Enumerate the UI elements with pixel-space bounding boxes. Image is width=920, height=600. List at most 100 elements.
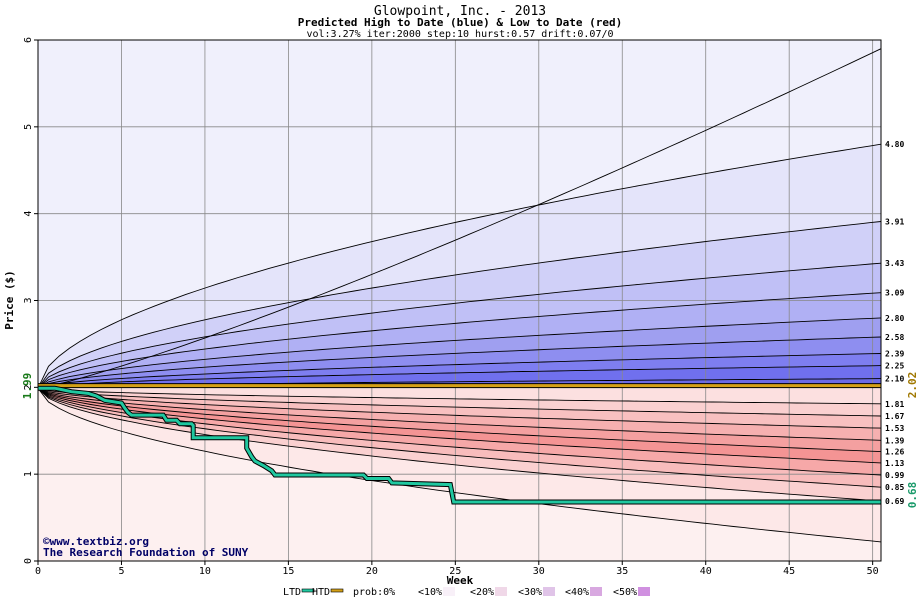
high-quantile-curve-2 <box>38 221 881 389</box>
end-label: 2.58 <box>885 333 904 342</box>
end-label: 4.80 <box>885 140 904 149</box>
low-quantile-curve-0 <box>38 387 881 405</box>
legend-label-1: HTD <box>312 587 330 598</box>
end-label: 1.26 <box>885 448 904 457</box>
legend-label-7: <50% <box>613 587 637 598</box>
high-quantile-curve-1 <box>38 143 881 389</box>
legend-label-3: <10% <box>418 587 442 598</box>
low-quantile-curve-4 <box>38 387 881 453</box>
legend-swatch-6 <box>590 587 602 596</box>
x-tick-label: 0 <box>35 566 41 577</box>
end-label: 1.13 <box>885 459 904 468</box>
grid-lines <box>37 39 881 562</box>
low-quantile-curve-8 <box>38 387 881 502</box>
chart-subtitle: Predicted High to Date (blue) & Low to D… <box>298 16 623 29</box>
y-tick-label: 5 <box>23 124 34 130</box>
band-high-1 <box>38 144 881 389</box>
band-low-5 <box>38 388 881 463</box>
band-low-1 <box>38 388 881 416</box>
end-label: 1.39 <box>885 436 904 445</box>
band-low-6 <box>38 388 881 475</box>
band-high-8 <box>38 365 881 389</box>
band-high-6 <box>38 337 881 389</box>
end-label: 1.81 <box>885 400 904 409</box>
ltd-final-label: 0.68 <box>906 482 919 509</box>
copyright-symbol: © <box>43 535 50 548</box>
x-tick-label: 15 <box>282 566 294 577</box>
high-quantile-curve-7 <box>38 353 881 389</box>
y-tick-label: 6 <box>23 37 34 43</box>
legend-swatch-4 <box>495 587 507 596</box>
high-quantile-curve-4 <box>38 292 881 389</box>
y-axis-ticks: 0 1 2 3 4 5 6 <box>23 37 38 564</box>
start-price-label: 1.99 <box>21 373 34 400</box>
x-tick-label: 5 <box>118 566 124 577</box>
band-low-2 <box>38 388 881 429</box>
credit-url: www.textbiz.org <box>50 535 149 548</box>
credit-line-2: The Research Foundation of SUNY <box>43 546 249 559</box>
band-high-4 <box>38 292 881 389</box>
x-tick-label: 40 <box>700 566 712 577</box>
legend-swatch-5 <box>543 587 555 596</box>
high-quantile-curve-6 <box>38 336 881 389</box>
end-label: 1.53 <box>885 424 904 433</box>
x-tick-label: 45 <box>783 566 795 577</box>
series-lines <box>38 383 881 505</box>
high-quantile-curve-8 <box>38 365 881 389</box>
band-low-4 <box>38 388 881 452</box>
high-quantile-curve-0 <box>38 48 881 389</box>
end-label: 3.09 <box>885 289 904 298</box>
y-axis-label: Price ($) <box>3 270 16 330</box>
y-tick-label: 0 <box>23 558 34 564</box>
x-tick-label: 35 <box>616 566 628 577</box>
band-high-7 <box>38 353 881 389</box>
high-quantile-curve-3 <box>38 262 881 389</box>
x-tick-label: 20 <box>366 566 378 577</box>
legend-label-5: <30% <box>518 587 542 598</box>
end-label: 2.80 <box>885 314 904 323</box>
quantile-end-labels: 4.80 3.91 3.43 3.09 2.80 2.58 2.39 2.25 2.10 1.81… <box>885 140 904 506</box>
x-tick-label: 10 <box>199 566 211 577</box>
y-tick-label: 2 <box>23 384 34 390</box>
legend-swatch-2 <box>396 587 408 596</box>
high-quantile-curve-5 <box>38 317 881 389</box>
low-quantile-curve-1 <box>38 387 881 417</box>
chart-params: vol:3.27% iter:2000 step:10 hurst:0.57 d… <box>306 29 613 40</box>
end-label: 2.10 <box>885 375 904 384</box>
x-axis-ticks: 0 5 10 15 20 25 30 35 40 45 50 <box>35 561 879 577</box>
x-tick-label: 50 <box>867 566 879 577</box>
band-low-0 <box>38 388 881 404</box>
end-label: 1.67 <box>885 412 904 421</box>
credit-line-1: ©www.textbiz.org <box>43 535 149 548</box>
y-tick-label: 1 <box>23 471 34 477</box>
band-high-2 <box>38 221 881 389</box>
legend-swatch-3 <box>443 587 455 596</box>
low-quantile-curve-9 <box>38 387 881 543</box>
band-low-outer <box>38 388 881 561</box>
end-label: 3.91 <box>885 217 904 226</box>
legend-label-4: <20% <box>470 587 494 598</box>
end-label: 0.85 <box>885 483 904 492</box>
end-label: 0.69 <box>885 497 904 506</box>
low-quantile-curve-3 <box>38 387 881 441</box>
y-tick-label: 3 <box>23 297 34 303</box>
legend-swatch-7 <box>638 587 650 596</box>
ltd-line <box>38 386 881 504</box>
legend-swatch-1 <box>330 588 344 593</box>
end-label: 2.39 <box>885 349 904 358</box>
legend: LTD HTD prob:0% <10% <20% <30% <40% <50% <box>283 587 650 598</box>
x-tick-label: 25 <box>449 566 461 577</box>
low-quantile-curve-5 <box>38 387 881 464</box>
end-label: 0.99 <box>885 471 904 480</box>
legend-label-6: <40% <box>565 587 589 598</box>
x-axis-label: Week <box>447 574 474 587</box>
low-quantile-curve-2 <box>38 387 881 429</box>
end-label: 2.25 <box>885 362 904 371</box>
chart-title: Glowpoint, Inc. - 2013 <box>374 4 546 19</box>
band-high-3 <box>38 263 881 389</box>
y-tick-label: 4 <box>23 211 34 217</box>
legend-label-0: LTD <box>283 587 301 598</box>
x-tick-label: 30 <box>533 566 545 577</box>
htd-final-label: 2.02 <box>906 372 919 399</box>
